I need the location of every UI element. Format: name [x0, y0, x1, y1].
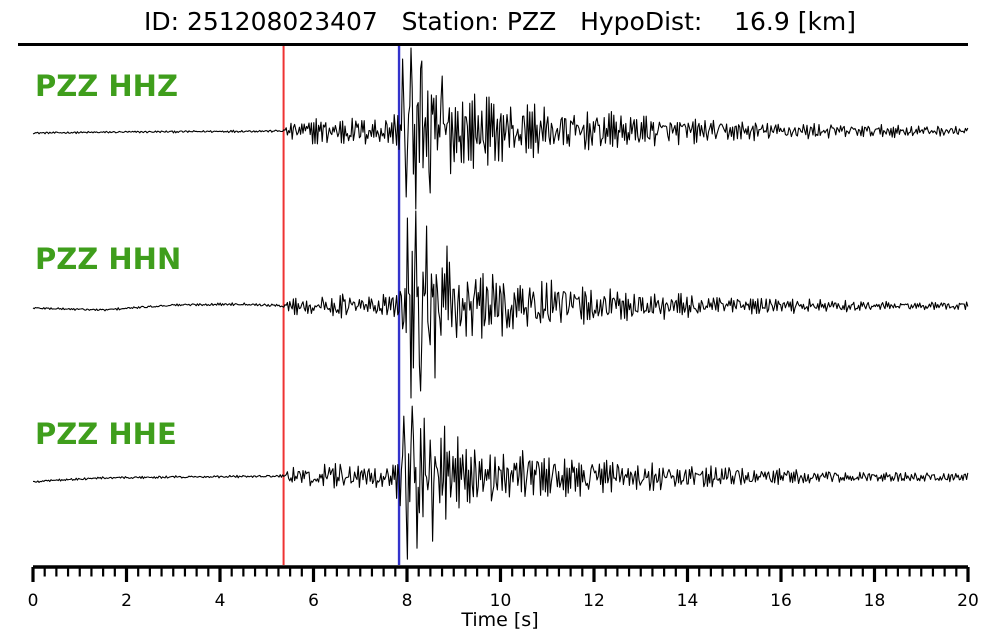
axis-tick-label: 12	[583, 591, 605, 611]
axis-tick-label: 2	[121, 591, 132, 611]
waveform-trace-hhz	[32, 47, 969, 210]
figure-title: ID: 251208023407 Station: PZZ HypoDist: …	[143, 7, 857, 36]
channel-label-hhz: PZZ HHZ	[35, 69, 178, 103]
axis-tick-label: 20	[957, 591, 979, 611]
axis-tick-label: 4	[215, 591, 226, 611]
axis-tick-label: 0	[28, 591, 39, 611]
waveform-trace-hhn	[32, 210, 969, 399]
axis-tick-label: 6	[308, 591, 319, 611]
waveform-trace-hhe	[33, 405, 969, 560]
title-separator	[18, 43, 968, 46]
channel-label-hhn: PZZ HHN	[35, 242, 182, 276]
axis-tick-label: 8	[402, 591, 413, 611]
axis-tick-label: 10	[490, 591, 512, 611]
channel-label-hhe: PZZ HHE	[35, 417, 177, 451]
axis-title: Time [s]	[460, 609, 538, 631]
axis-tick-label: 14	[677, 591, 699, 611]
axis-tick-label: 16	[770, 591, 792, 611]
axis-tick-label: 18	[864, 591, 886, 611]
